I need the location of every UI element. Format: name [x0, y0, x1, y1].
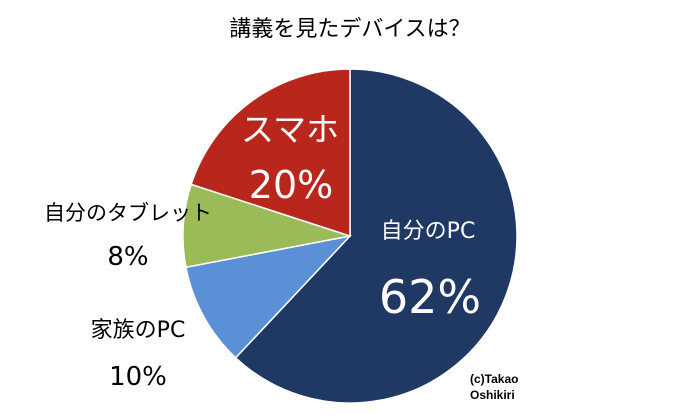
label-own-pc-name: 自分のPC [381, 219, 476, 244]
credit-line-2: Oshikiri [470, 388, 515, 402]
slice-family-pc [185, 234, 353, 359]
label-own-tablet-pct: 8% [107, 242, 148, 272]
label-own-pc-pct: 62% [379, 270, 481, 324]
pie-slices [182, 68, 518, 404]
label-own-tablet-name: 自分のタブレット [44, 201, 212, 225]
label-smartphone-pct: 20% [249, 163, 333, 207]
chart-title: 講義を見たデバイスは？ [229, 17, 470, 42]
label-family-pc-name: 家族のPC [91, 318, 186, 343]
slice-own-pc [234, 68, 518, 404]
credit-line-1: (c)Takao [470, 372, 518, 386]
label-family-pc-pct: 10% [109, 362, 167, 392]
label-smartphone-name: スマホ [241, 110, 339, 149]
slice-smartphone [190, 68, 351, 238]
